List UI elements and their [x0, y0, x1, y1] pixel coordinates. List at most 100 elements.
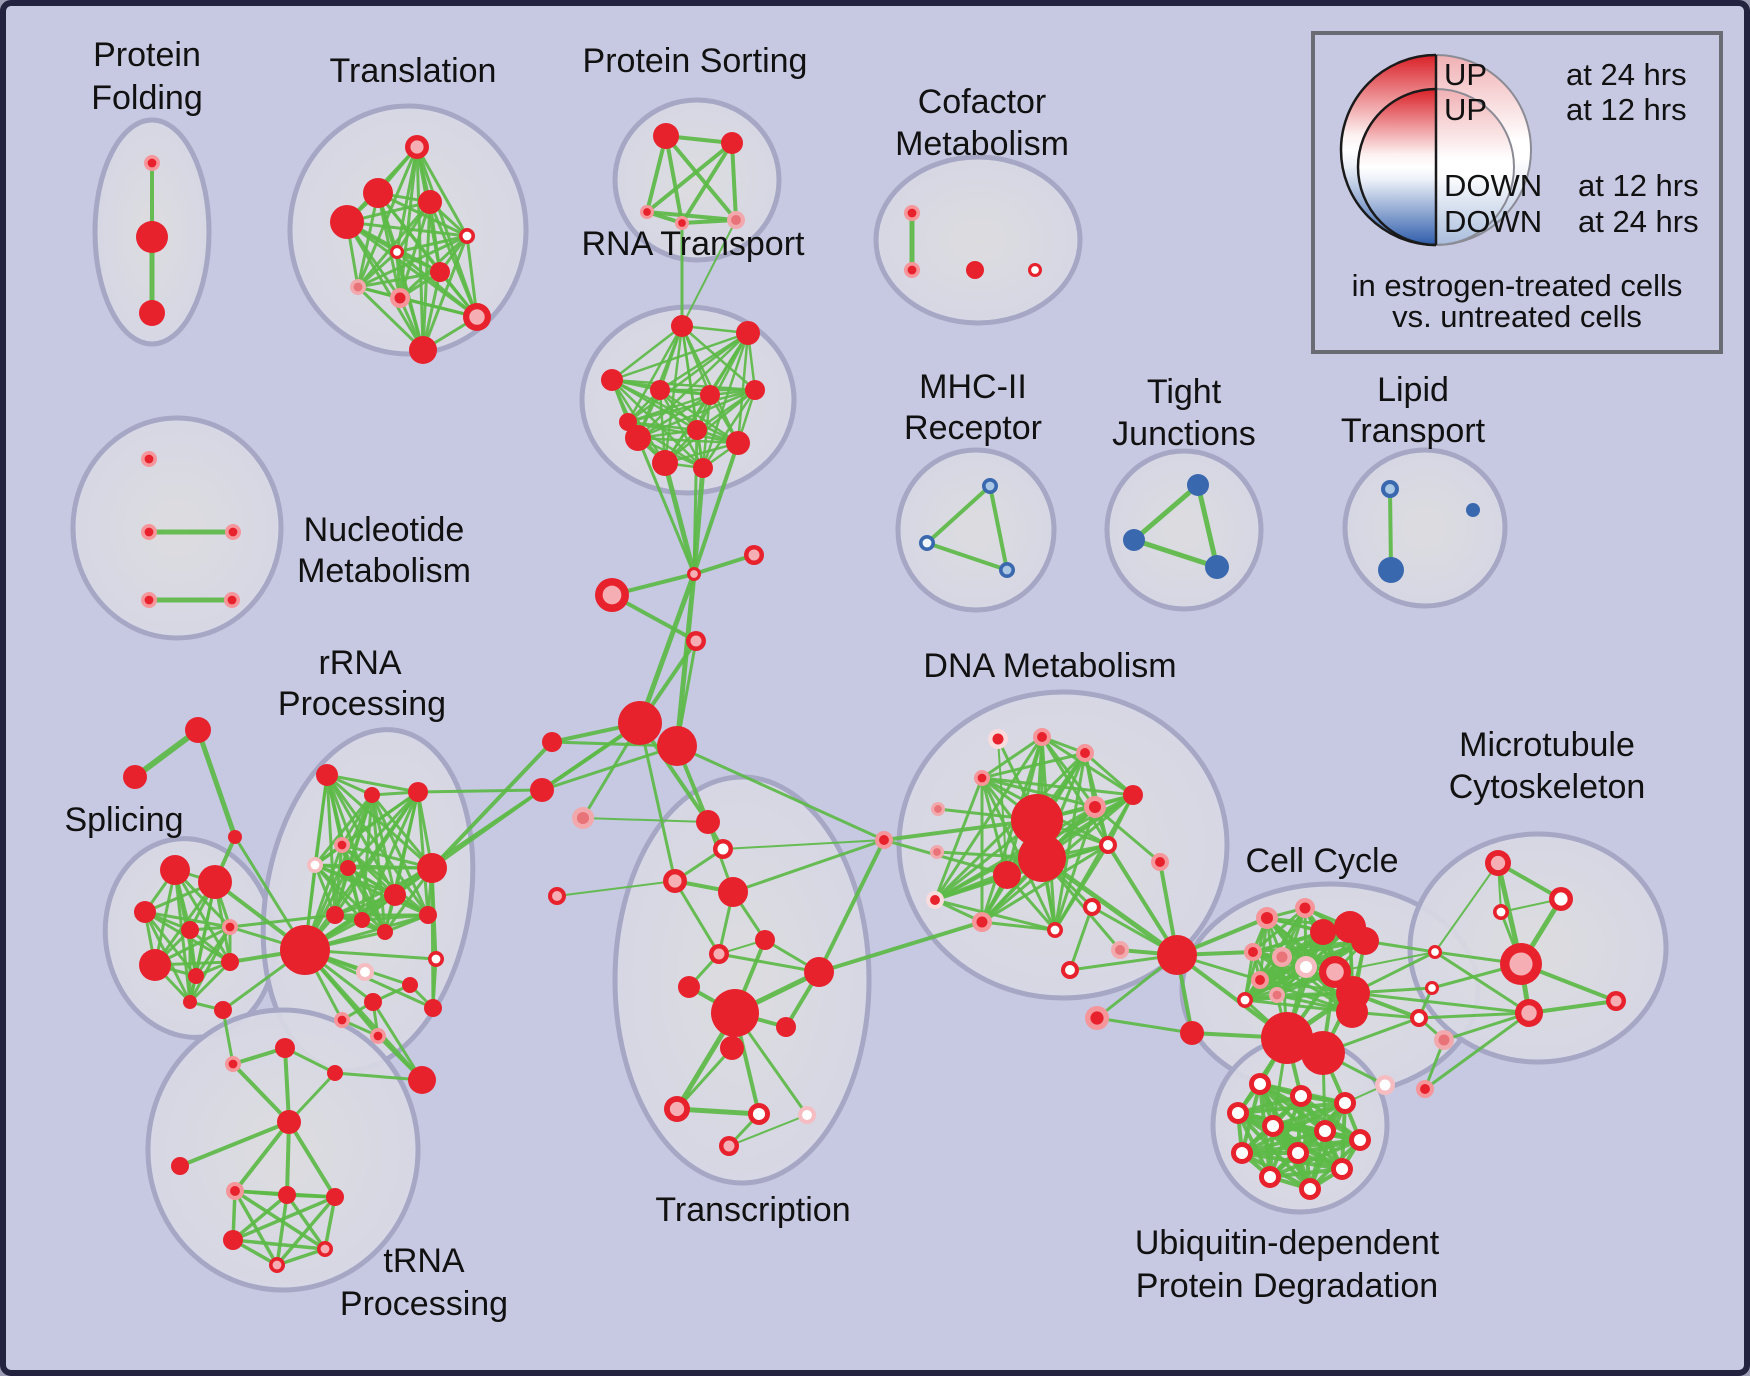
node-outer-ring [1205, 555, 1229, 579]
node-outer-ring [188, 968, 204, 984]
node-inner-core [1431, 948, 1439, 956]
gene-node-CF3 [1028, 263, 1042, 277]
node-outer-ring [1301, 1031, 1345, 1075]
node-inner-core [1496, 907, 1506, 917]
gene-node-S7 [221, 953, 239, 971]
node-inner-core [353, 282, 363, 292]
network-edge [132, 727, 201, 780]
gene-node-R16 [334, 1012, 350, 1028]
gene-node-RT2 [601, 369, 623, 391]
network-edge-cell-cycle-core [1251, 906, 1307, 954]
cluster-label-dna-metabolism: DNA Metabolism [923, 647, 1176, 685]
network-edge [1527, 999, 1618, 1015]
node-inner-core [602, 585, 622, 605]
node-inner-core [992, 733, 1004, 745]
network-edge-ubiquitin-core [1240, 1129, 1327, 1155]
network-edge [817, 838, 886, 974]
node-outer-ring [1011, 794, 1063, 846]
gene-node-C6 [542, 732, 562, 752]
gene-node-M2 [1493, 904, 1509, 920]
gene-node-D11 [1123, 785, 1143, 805]
node-outer-ring [1157, 935, 1197, 975]
gene-node-D4 [931, 802, 945, 816]
node-inner-core [576, 811, 590, 825]
gene-node-D8 [1018, 834, 1066, 882]
gene-node-TR0 [185, 717, 211, 743]
gene-node-R19 [424, 999, 442, 1017]
cluster-label-tight-junctions: Tight [1147, 373, 1222, 411]
node-inner-core [1420, 1084, 1430, 1094]
cluster-label-tight-junctions: Junctions [1112, 415, 1256, 453]
node-outer-ring [745, 380, 765, 400]
network-edge [717, 952, 821, 974]
gene-node-MH0 [982, 478, 998, 494]
node-inner-core [1050, 925, 1060, 935]
gene-node-T2 [418, 190, 442, 214]
cluster-label-cofactor-metabolism: Cofactor [918, 83, 1047, 121]
network-edge [674, 571, 697, 749]
node-inner-core [1231, 1106, 1245, 1120]
gene-node-Y5 [1244, 943, 1262, 961]
gene-node-T9 [463, 303, 491, 331]
network-edge-splicing-core [153, 868, 177, 967]
network-edge-splicing-core [143, 910, 198, 978]
node-inner-core [985, 481, 995, 491]
gene-node-C3 [686, 631, 706, 651]
gene-node-N10 [317, 1241, 333, 1257]
network-edge [1095, 1016, 1194, 1035]
gene-node-TJ0 [1187, 474, 1209, 496]
cluster-label-nucleotide-metabolism: Nucleotide [304, 511, 465, 549]
gene-node-S5 [139, 949, 171, 981]
gene-node-M4 [1425, 981, 1439, 995]
legend-box [1311, 31, 1723, 354]
node-outer-ring [364, 787, 380, 803]
gene-node-X9 [776, 1017, 796, 1037]
legend-caption: in estrogen-treated cells [1352, 268, 1683, 303]
network-edge [662, 460, 697, 577]
node-inner-core [320, 1244, 330, 1254]
network-edge [1351, 991, 1531, 1015]
node-inner-core [1353, 1133, 1367, 1147]
node-inner-core [1299, 960, 1313, 974]
network-edge-translation-core [415, 145, 469, 238]
gene-node-X4 [709, 944, 729, 964]
network-edge-dna-core [980, 776, 1135, 797]
network-edge-rna-transport-core [636, 393, 712, 440]
gene-node-D3 [974, 770, 990, 786]
network-edge-rna-transport-core [610, 324, 684, 382]
node-inner-core [144, 595, 154, 605]
node-outer-ring [171, 1157, 189, 1175]
node-inner-core [1303, 1182, 1317, 1196]
network-edge [1434, 862, 1499, 953]
gene-node-S2 [134, 901, 156, 923]
gene-node-R21 [402, 977, 418, 993]
gene-node-X6 [804, 957, 834, 987]
network-edge [882, 838, 1009, 877]
gene-node-D14 [972, 912, 992, 932]
network-edge [692, 428, 699, 576]
network-edge-cell-cycle-core [1280, 939, 1367, 959]
node-inner-core [1031, 266, 1039, 274]
gene-node-X1 [713, 839, 733, 859]
network-edge-protein-sorting-core [680, 218, 738, 225]
network-edge-protein-sorting-core [664, 134, 684, 225]
node-inner-core [1385, 484, 1395, 494]
node-outer-ring [354, 912, 370, 928]
legend-direction-label: UP [1444, 57, 1487, 92]
node-inner-core [723, 1140, 735, 1152]
cluster-ellipse-lipid-transport [1342, 447, 1508, 609]
node-inner-core [1610, 995, 1622, 1007]
network-edge [722, 839, 885, 850]
gene-node-R4 [307, 857, 323, 873]
gene-node-TJ2 [1205, 555, 1229, 579]
gene-node-N4 [277, 1110, 301, 1134]
gene-node-N2 [275, 1038, 295, 1058]
cluster-label-ubiquitin-degradation: Protein Degradation [1136, 1267, 1438, 1305]
node-inner-core [144, 527, 154, 537]
node-outer-ring [804, 957, 834, 987]
node-outer-ring [726, 431, 750, 455]
node-outer-ring [134, 901, 156, 923]
node-outer-ring [160, 855, 190, 885]
network-edge-rrna-core [313, 793, 374, 867]
node-inner-core [1291, 1146, 1305, 1160]
